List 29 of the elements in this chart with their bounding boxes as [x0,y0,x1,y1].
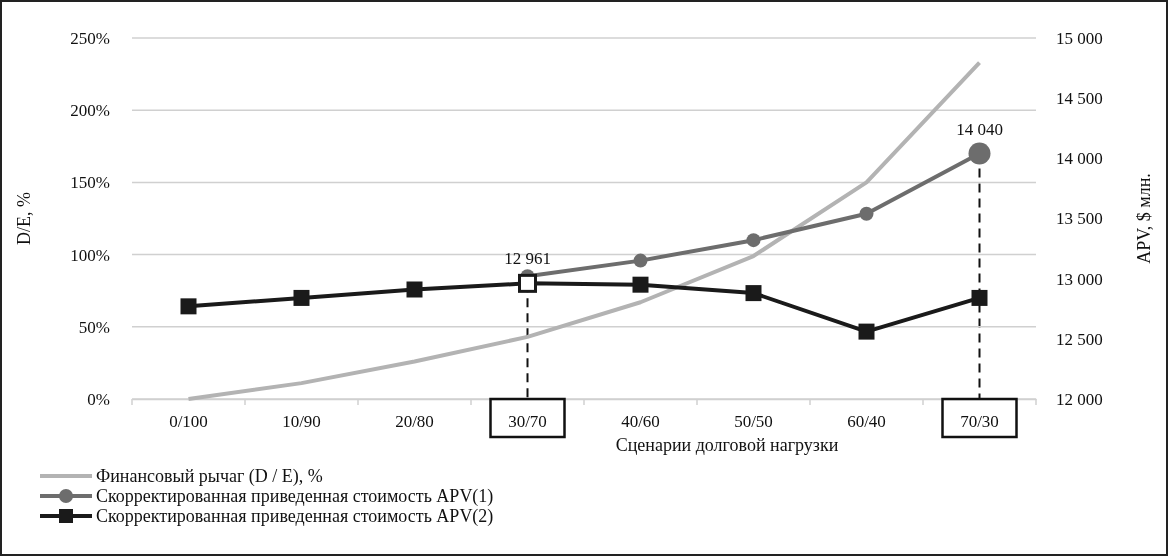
x-tick-label: 50/50 [734,412,773,432]
legend-label: Финансовый рычаг (D / E), % [96,466,323,487]
y2-tick-label: 13 500 [1056,209,1103,229]
y-tick-label: 150% [70,173,110,193]
y-tick-label: 50% [78,317,110,337]
data-label: 12 961 [504,249,551,269]
y-tick-label: 100% [70,245,110,265]
y2-tick-label: 14 000 [1056,149,1103,169]
x-tick-label: 20/80 [395,412,434,432]
x-tick-label: 10/90 [282,412,321,432]
x-axis-title: Сценарии долговой нагрузки [615,435,839,455]
y-axis-title: D/E, % [14,192,34,245]
y2-tick-label: 13 000 [1056,269,1103,289]
x-tick-label: 0/100 [169,412,208,432]
y2-tick-label: 12 500 [1056,329,1103,349]
y-tick-label: 250% [70,28,110,48]
x-tick-label: 30/70 [508,412,547,432]
x-tick-label: 70/30 [960,412,999,432]
legend-label: Скорректированная приведенная стоимость APV(2) [96,506,494,527]
x-tick-label: 60/40 [847,412,886,432]
y2-tick-label: 14 500 [1056,89,1103,109]
y-tick-label: 200% [70,101,110,121]
y2-axis-title: APV, $ млн. [1134,173,1154,264]
x-tick-label: 40/60 [621,412,660,432]
y2-tick-label: 12 000 [1056,389,1103,409]
data-label: 14 040 [956,119,1003,139]
y-tick-label: 0% [87,389,110,409]
legend-label: Скорректированная приведенная стоимость APV(1) [96,486,494,507]
y2-tick-label: 15 000 [1056,28,1103,48]
